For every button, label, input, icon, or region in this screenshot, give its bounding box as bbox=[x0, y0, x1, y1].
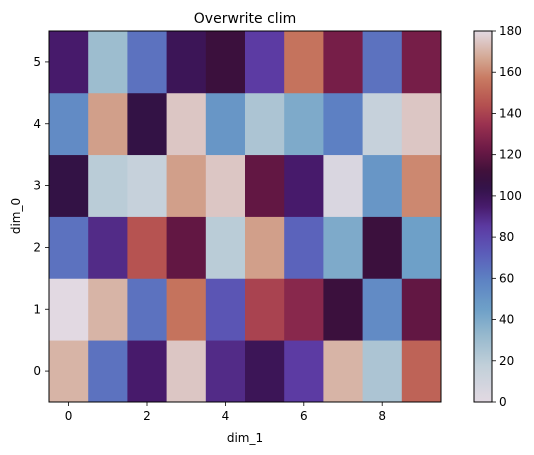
heatmap-cell bbox=[245, 216, 285, 279]
heatmap-cell bbox=[127, 216, 167, 279]
heatmap-cell bbox=[284, 154, 324, 217]
heatmap-cell bbox=[245, 278, 285, 341]
heatmap-cell bbox=[401, 31, 442, 94]
colorbar-tick-label: 180 bbox=[499, 24, 522, 38]
y-axis-ticks: 0 1 2 3 4 5 bbox=[33, 55, 49, 378]
y-tick-label: 1 bbox=[33, 302, 41, 316]
heatmap-cell bbox=[362, 92, 403, 156]
heatmap-cell bbox=[284, 278, 324, 341]
heatmap-cell bbox=[166, 216, 207, 279]
heatmap-cell bbox=[401, 216, 442, 279]
heatmap-cell bbox=[205, 340, 246, 403]
heatmap-cell bbox=[166, 340, 207, 403]
heatmap-cell bbox=[401, 92, 442, 156]
heatmap-cell bbox=[49, 92, 89, 156]
colorbar-tick-label: 140 bbox=[499, 106, 522, 120]
colorbar-ticks: 0 20 40 60 80 100 120 140 160 180 bbox=[492, 24, 522, 409]
colorbar-tick-label: 40 bbox=[499, 313, 514, 327]
heatmap-cell bbox=[88, 278, 128, 341]
heatmap-cell bbox=[362, 154, 403, 217]
y-tick-label: 5 bbox=[33, 55, 41, 69]
heatmap-cell bbox=[205, 31, 246, 94]
heatmap-cell bbox=[245, 340, 285, 403]
colorbar-tick-label: 20 bbox=[499, 354, 514, 368]
heatmap-cell bbox=[166, 278, 207, 341]
heatmap-cell bbox=[323, 92, 363, 156]
heatmap-cell bbox=[362, 278, 403, 341]
heatmap-cell bbox=[284, 92, 324, 156]
heatmap-cells bbox=[49, 31, 442, 403]
colorbar-tick-label: 0 bbox=[499, 395, 507, 409]
heatmap-cell bbox=[205, 278, 246, 341]
heatmap-cell bbox=[88, 216, 128, 279]
heatmap-cell bbox=[362, 216, 403, 279]
y-tick-label: 0 bbox=[33, 364, 41, 378]
colorbar bbox=[473, 30, 493, 403]
heatmap-cell bbox=[323, 154, 363, 217]
colorbar-tick-label: 100 bbox=[499, 189, 522, 203]
colorbar-tick-label: 120 bbox=[499, 148, 522, 162]
heatmap-cell bbox=[323, 31, 363, 94]
heatmap-cell bbox=[205, 154, 246, 217]
heatmap-cell bbox=[205, 92, 246, 156]
heatmap-cell bbox=[127, 278, 167, 341]
x-tick-label: 4 bbox=[222, 409, 230, 423]
heatmap-cell bbox=[127, 340, 167, 403]
x-tick-label: 0 bbox=[65, 409, 73, 423]
heatmap-cell bbox=[166, 31, 207, 94]
heatmap-cell bbox=[323, 216, 363, 279]
heatmap-cell bbox=[88, 340, 128, 403]
colorbar-tick-label: 80 bbox=[499, 230, 514, 244]
heatmap-cell bbox=[127, 31, 167, 94]
x-axis-ticks: 0 2 4 6 8 bbox=[65, 402, 386, 423]
heatmap-cell bbox=[323, 340, 363, 403]
x-tick-label: 6 bbox=[300, 409, 308, 423]
x-tick-label: 8 bbox=[378, 409, 386, 423]
heatmap-cell bbox=[362, 31, 403, 94]
chart-title: Overwrite clim bbox=[194, 11, 296, 27]
heatmap-cell bbox=[323, 278, 363, 341]
heatmap-cell bbox=[49, 216, 89, 279]
y-tick-label: 4 bbox=[33, 117, 41, 131]
heatmap-cell bbox=[127, 154, 167, 217]
heatmap-cell bbox=[401, 154, 442, 217]
y-axis-label: dim_0 bbox=[9, 198, 23, 234]
heatmap-cell bbox=[49, 278, 89, 341]
heatmap-cell bbox=[245, 154, 285, 217]
heatmap-cell bbox=[284, 340, 324, 403]
colorbar-tick-label: 160 bbox=[499, 65, 522, 79]
heatmap-cell bbox=[127, 92, 167, 156]
heatmap-cell bbox=[88, 92, 128, 156]
heatmap-cell bbox=[401, 340, 442, 403]
heatmap-cell bbox=[362, 340, 403, 403]
heatmap-cell bbox=[49, 340, 89, 403]
heatmap-cell bbox=[284, 216, 324, 279]
x-tick-label: 2 bbox=[143, 409, 151, 423]
y-tick-label: 3 bbox=[33, 179, 41, 193]
heatmap-cell bbox=[88, 154, 128, 217]
colorbar-tick-label: 60 bbox=[499, 271, 514, 285]
heatmap-cell bbox=[245, 92, 285, 156]
heatmap-cell bbox=[166, 154, 207, 217]
plot-frame bbox=[48, 30, 442, 403]
heatmap-cell bbox=[401, 278, 442, 341]
x-axis-label: dim_1 bbox=[227, 431, 263, 445]
heatmap-cell bbox=[245, 31, 285, 94]
heatmap-cell bbox=[166, 92, 207, 156]
heatmap-cell bbox=[49, 31, 89, 94]
heatmap-cell bbox=[205, 216, 246, 279]
y-tick-label: 2 bbox=[33, 240, 41, 254]
heatmap-cell bbox=[88, 31, 128, 94]
heatmap-cell bbox=[284, 31, 324, 94]
heatmap-cell bbox=[49, 154, 89, 217]
